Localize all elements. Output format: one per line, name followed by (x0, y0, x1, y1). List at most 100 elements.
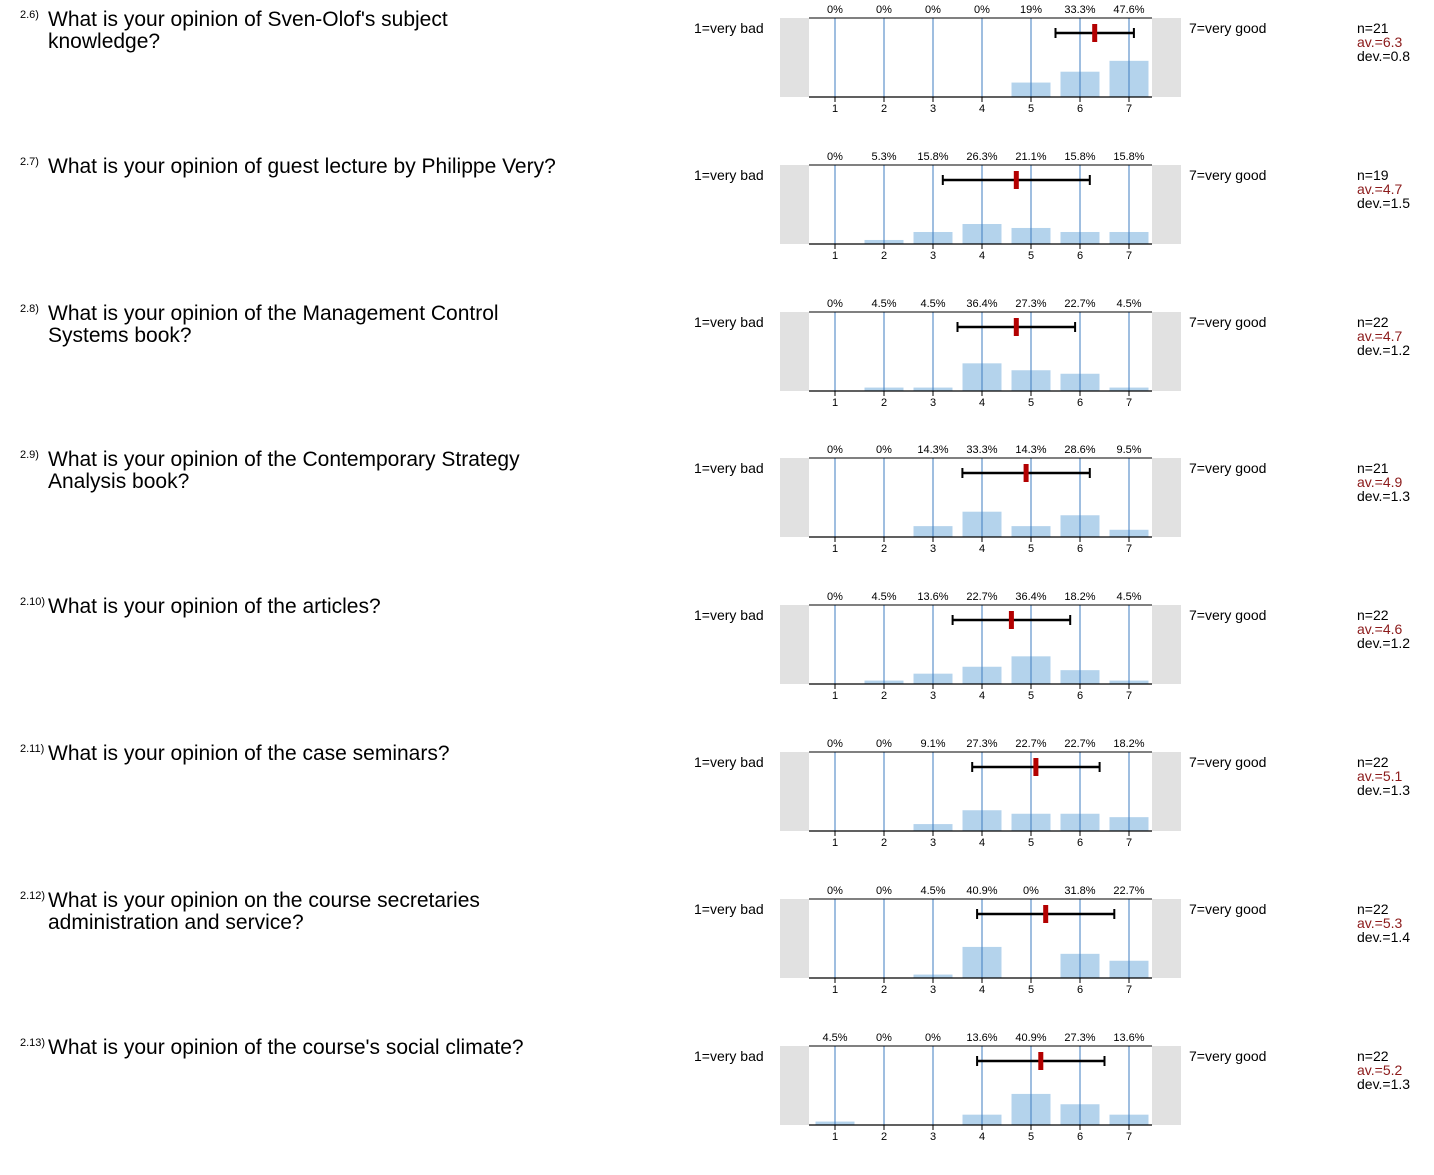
question-text-line: What is your opinion of Sven-Olof's subj… (48, 8, 448, 31)
question-block: 2.9) What is your opinion of the Contempo… (0, 440, 1434, 587)
scale-right-label: 7=very good (1189, 1047, 1267, 1064)
percent-label: 15.8% (1113, 151, 1144, 163)
stats-deviation: dev.=1.5 (1357, 194, 1411, 211)
percent-label: 4.5% (871, 298, 896, 310)
percent-label: 0% (827, 298, 843, 310)
tick-label: 4 (979, 543, 985, 555)
stats-n: n=21 (1357, 460, 1389, 477)
tick-label: 5 (1028, 103, 1034, 115)
question-block: 2.7) What is your opinion of guest lectur… (0, 147, 1434, 294)
stats-n: n=22 (1357, 900, 1389, 917)
percent-label: 9.5% (1116, 444, 1141, 456)
percent-label: 0% (827, 738, 843, 750)
percent-label: 14.3% (917, 444, 948, 456)
question-text: What is your opinion of Sven-Olof's subj… (48, 9, 648, 53)
tick-label: 3 (930, 1131, 936, 1143)
tick-label: 5 (1028, 1131, 1034, 1143)
side-panel-right (1152, 311, 1181, 391)
scale-right-label: 7=very good (1189, 900, 1267, 917)
scale-right-label: 7=very good (1189, 754, 1267, 770)
tick-label: 1 (832, 690, 838, 702)
tick-label: 4 (979, 690, 985, 702)
question-text-line: What is your opinion of the articles? (48, 595, 381, 619)
question-text-line: What is your opinion of the Management C… (48, 301, 499, 325)
percent-label: 0% (876, 885, 892, 897)
mean-marker (1013, 170, 1019, 189)
tick-label: 1 (832, 837, 838, 849)
tick-label: 6 (1077, 837, 1083, 849)
percent-label: 36.4% (1015, 591, 1046, 603)
tick-label: 2 (881, 543, 887, 555)
percent-label: 4.5% (920, 885, 945, 897)
survey-report: 2.6) What is your opinion of Sven-Olof's … (0, 4, 1434, 1143)
question-block: 2.13) What is your opinion of the course'… (0, 1028, 1434, 1175)
stats-deviation: dev.=1.3 (1357, 488, 1411, 505)
side-panel-right (1152, 898, 1181, 978)
tick-label: 7 (1126, 543, 1132, 555)
percent-label: 0% (876, 4, 892, 16)
percent-label: 13.6% (1113, 1032, 1144, 1044)
percent-label: 0% (827, 885, 843, 897)
percent-label: 33.3% (966, 444, 997, 456)
percent-label: 22.7% (1064, 738, 1095, 750)
question-block: 2.12) What is your opinion on the course … (0, 881, 1434, 1028)
tick-label: 6 (1077, 543, 1083, 555)
tick-label: 6 (1077, 250, 1083, 262)
scale-right-label: 7=very good (1189, 460, 1267, 477)
percent-label: 0% (876, 738, 892, 750)
stats-average: av.=4.6 (1357, 621, 1403, 638)
question-text-line: Analysis book? (48, 470, 190, 494)
scale-left-label: 1=very bad (694, 20, 764, 36)
stats-n: n=19 (1357, 166, 1389, 183)
tick-label: 4 (979, 397, 985, 409)
stats-average: av.=6.3 (1357, 34, 1403, 50)
percent-label: 4.5% (871, 591, 896, 603)
tick-label: 7 (1126, 103, 1132, 115)
tick-label: 7 (1126, 984, 1132, 996)
percent-label: 15.8% (1064, 151, 1095, 163)
question-number: 2.7) (20, 155, 39, 168)
percent-label: 22.7% (1015, 738, 1046, 750)
question-number: 2.11) (20, 743, 45, 755)
percent-label: 22.7% (1064, 298, 1095, 310)
stats-deviation: dev.=1.2 (1357, 635, 1411, 652)
question-text-line: What is your opinion of guest lecture by… (48, 154, 556, 178)
percent-label: 4.5% (1116, 298, 1141, 310)
stats-box: n=22 av.=4.6 dev.=1.2 (1357, 608, 1410, 650)
scale-right-label: 7=very good (1189, 20, 1267, 36)
tick-label: 1 (832, 1131, 838, 1143)
tick-label: 5 (1028, 543, 1034, 555)
percent-label: 15.8% (917, 151, 948, 163)
tick-label: 7 (1126, 1131, 1132, 1143)
percent-label: 33.3% (1064, 4, 1095, 16)
percent-label: 0% (974, 4, 990, 16)
percent-label: 27.3% (1064, 1032, 1095, 1044)
tick-label: 6 (1077, 397, 1083, 409)
mean-marker (1013, 317, 1019, 336)
mean-marker (1008, 611, 1014, 630)
stats-box: n=22 av.=5.3 dev.=1.4 (1357, 902, 1410, 944)
mean-marker (1023, 464, 1029, 483)
tick-label: 1 (832, 103, 838, 115)
question-number: 2.13) (20, 1036, 46, 1049)
question-text-line: knowledge? (48, 30, 161, 53)
question-text: What is your opinion of the course's soc… (48, 1036, 648, 1059)
tick-label: 1 (832, 250, 838, 262)
stats-box: n=21 av.=4.9 dev.=1.3 (1357, 461, 1410, 503)
percent-label: 4.5% (1116, 591, 1141, 603)
percent-label: 0% (827, 151, 843, 163)
tick-label: 3 (930, 837, 936, 849)
stats-deviation: dev.=1.3 (1357, 1075, 1411, 1092)
percent-label: 0% (876, 444, 892, 456)
tick-label: 2 (881, 103, 887, 115)
tick-label: 5 (1028, 837, 1034, 849)
stats-box: n=22 av.=4.7 dev.=1.2 (1357, 315, 1410, 357)
mean-marker (1033, 758, 1039, 776)
tick-label: 1 (832, 397, 838, 409)
tick-label: 2 (881, 1131, 887, 1143)
question-text-line: What is your opinion of the case seminar… (48, 742, 450, 765)
mean-marker (1038, 1051, 1044, 1070)
question-number: 2.6) (20, 9, 39, 21)
histogram-chart: 0% 0% 0% 0% 19% 33.3% 47.6% 1 2 3 4 5 6 7 (780, 4, 1181, 115)
stats-n: n=21 (1357, 20, 1389, 36)
